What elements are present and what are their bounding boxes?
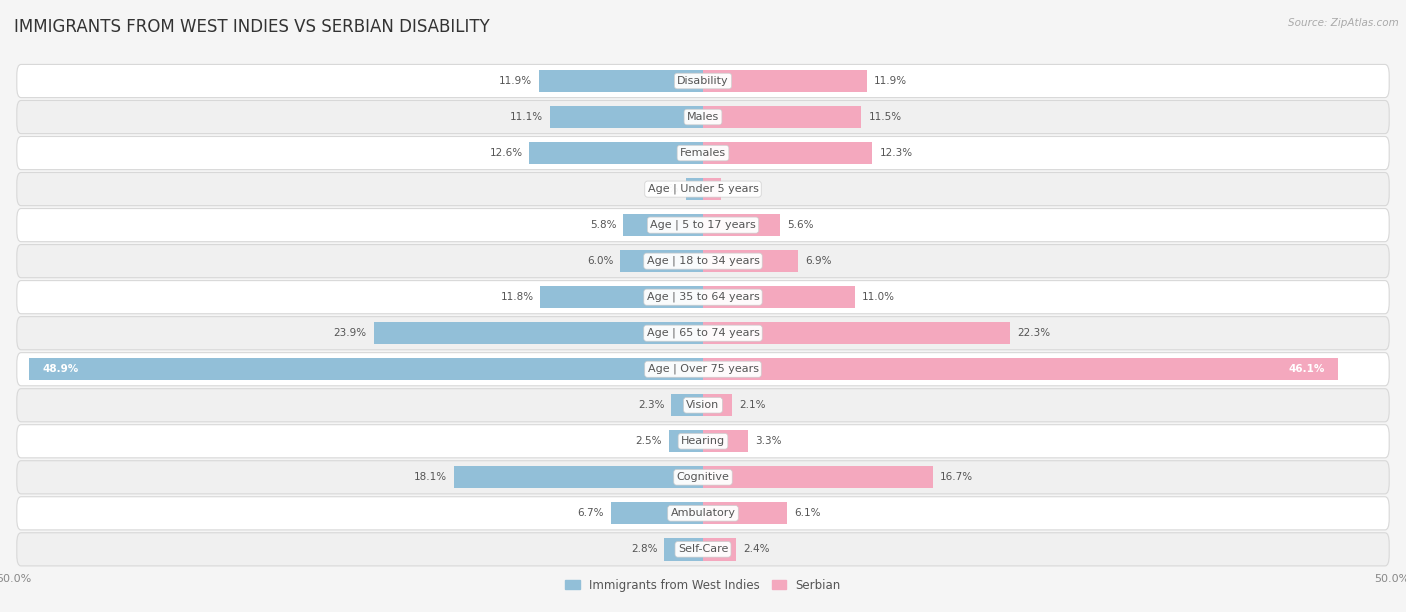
Bar <box>703 322 1011 345</box>
FancyBboxPatch shape <box>17 100 1389 133</box>
FancyBboxPatch shape <box>17 64 1389 97</box>
Text: 18.1%: 18.1% <box>413 472 447 482</box>
Text: 2.5%: 2.5% <box>636 436 662 446</box>
Text: Cognitive: Cognitive <box>676 472 730 482</box>
Text: 11.9%: 11.9% <box>875 76 907 86</box>
Text: 5.6%: 5.6% <box>787 220 814 230</box>
Text: 1.2%: 1.2% <box>652 184 679 194</box>
Bar <box>703 70 868 92</box>
Bar <box>703 178 721 200</box>
Text: Age | Over 75 years: Age | Over 75 years <box>648 364 758 375</box>
FancyBboxPatch shape <box>17 389 1389 422</box>
Text: Hearing: Hearing <box>681 436 725 446</box>
Text: 2.8%: 2.8% <box>631 544 658 554</box>
Text: 22.3%: 22.3% <box>1017 328 1050 338</box>
FancyBboxPatch shape <box>17 173 1389 206</box>
Text: 3.3%: 3.3% <box>755 436 782 446</box>
Bar <box>703 394 733 416</box>
Text: IMMIGRANTS FROM WEST INDIES VS SERBIAN DISABILITY: IMMIGRANTS FROM WEST INDIES VS SERBIAN D… <box>14 18 489 36</box>
Text: Females: Females <box>681 148 725 158</box>
Bar <box>703 286 855 308</box>
Bar <box>550 106 703 128</box>
Bar <box>620 250 703 272</box>
Bar <box>374 322 703 345</box>
FancyBboxPatch shape <box>17 461 1389 494</box>
Text: Vision: Vision <box>686 400 720 410</box>
Bar <box>671 394 703 416</box>
Bar <box>703 358 1339 381</box>
Text: 11.5%: 11.5% <box>869 112 901 122</box>
Text: Age | Under 5 years: Age | Under 5 years <box>648 184 758 195</box>
Text: Age | 5 to 17 years: Age | 5 to 17 years <box>650 220 756 230</box>
Text: Ambulatory: Ambulatory <box>671 509 735 518</box>
Bar <box>669 430 703 452</box>
Text: 5.8%: 5.8% <box>589 220 616 230</box>
Bar <box>530 142 703 164</box>
FancyBboxPatch shape <box>17 425 1389 458</box>
Bar <box>703 430 748 452</box>
Bar <box>454 466 703 488</box>
Text: 11.1%: 11.1% <box>510 112 543 122</box>
FancyBboxPatch shape <box>17 136 1389 170</box>
FancyBboxPatch shape <box>17 353 1389 386</box>
Bar <box>703 466 934 488</box>
Bar <box>665 538 703 561</box>
Text: 46.1%: 46.1% <box>1288 364 1324 374</box>
Text: 11.9%: 11.9% <box>499 76 531 86</box>
Text: 1.3%: 1.3% <box>728 184 754 194</box>
Bar <box>540 286 703 308</box>
Text: 6.7%: 6.7% <box>578 509 603 518</box>
Text: Males: Males <box>688 112 718 122</box>
Text: 11.0%: 11.0% <box>862 292 894 302</box>
FancyBboxPatch shape <box>17 533 1389 566</box>
Bar <box>30 358 703 381</box>
Text: Disability: Disability <box>678 76 728 86</box>
Text: Age | 65 to 74 years: Age | 65 to 74 years <box>647 328 759 338</box>
Bar <box>703 142 873 164</box>
Text: 6.0%: 6.0% <box>588 256 613 266</box>
FancyBboxPatch shape <box>17 245 1389 278</box>
Bar <box>610 502 703 524</box>
Text: 6.1%: 6.1% <box>794 509 821 518</box>
Text: 12.6%: 12.6% <box>489 148 523 158</box>
Text: 2.1%: 2.1% <box>738 400 765 410</box>
Text: Age | 35 to 64 years: Age | 35 to 64 years <box>647 292 759 302</box>
Bar <box>686 178 703 200</box>
Bar <box>703 214 780 236</box>
Text: 16.7%: 16.7% <box>941 472 973 482</box>
Text: 2.3%: 2.3% <box>638 400 665 410</box>
FancyBboxPatch shape <box>17 316 1389 350</box>
Bar <box>538 70 703 92</box>
FancyBboxPatch shape <box>17 209 1389 242</box>
Bar <box>703 250 799 272</box>
FancyBboxPatch shape <box>17 497 1389 530</box>
Bar <box>703 538 737 561</box>
Text: Self-Care: Self-Care <box>678 544 728 554</box>
Text: 11.8%: 11.8% <box>501 292 533 302</box>
Text: 2.4%: 2.4% <box>742 544 769 554</box>
Legend: Immigrants from West Indies, Serbian: Immigrants from West Indies, Serbian <box>561 574 845 596</box>
Text: 6.9%: 6.9% <box>806 256 831 266</box>
Text: Age | 18 to 34 years: Age | 18 to 34 years <box>647 256 759 266</box>
Text: 12.3%: 12.3% <box>879 148 912 158</box>
Bar <box>703 502 787 524</box>
Text: 48.9%: 48.9% <box>44 364 79 374</box>
Bar <box>703 106 862 128</box>
Bar <box>623 214 703 236</box>
Text: 23.9%: 23.9% <box>333 328 367 338</box>
FancyBboxPatch shape <box>17 280 1389 314</box>
Text: Source: ZipAtlas.com: Source: ZipAtlas.com <box>1288 18 1399 28</box>
